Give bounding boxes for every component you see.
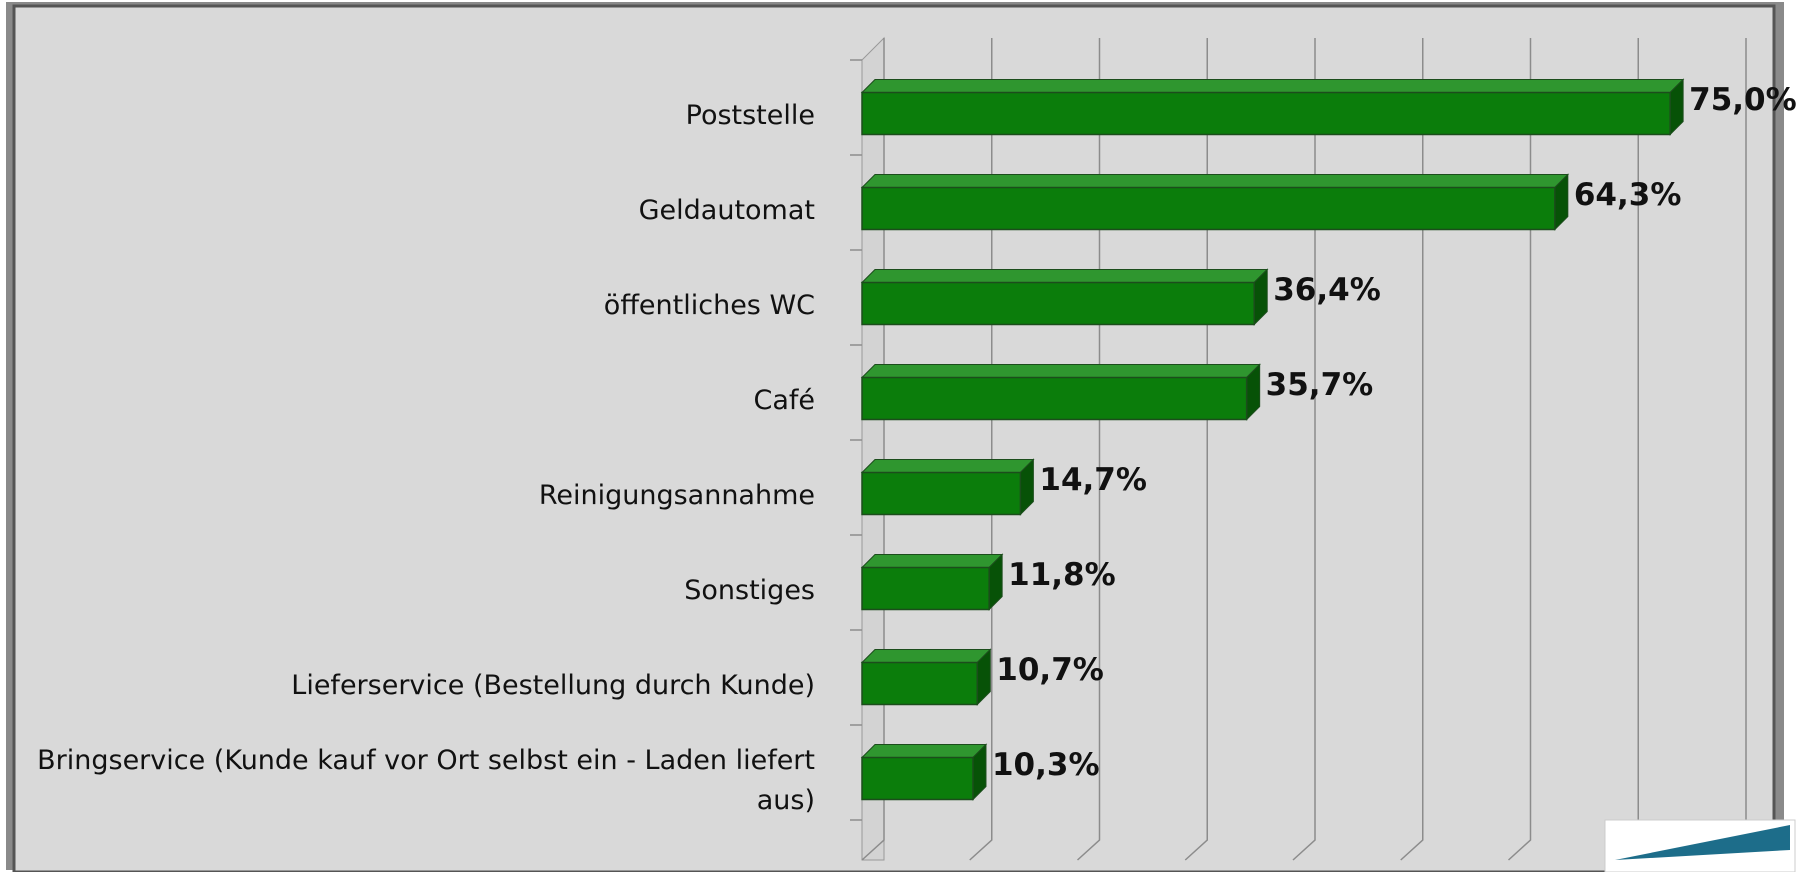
plot-panel: [12, 4, 1776, 872]
back-wall: [861, 36, 885, 861]
bar-top: [860, 649, 992, 663]
bar: [860, 78, 1685, 136]
bar: [860, 268, 1269, 326]
bar-front: [861, 376, 1248, 421]
bar-top: [860, 459, 1035, 473]
category-label: Geldautomat: [638, 194, 815, 226]
bar-top: [860, 554, 1004, 568]
bar-top: [860, 744, 988, 758]
value-label: 10,7%: [996, 652, 1104, 688]
category-label: Poststelle: [685, 99, 815, 131]
bar: [860, 458, 1035, 516]
bar-front: [861, 186, 1556, 231]
bar-top: [860, 364, 1261, 378]
grid-line: [1400, 38, 1424, 861]
grid-line: [1292, 38, 1316, 861]
logo: [1604, 819, 1796, 872]
bar-front: [861, 281, 1255, 326]
category-label: öffentliches WC: [603, 289, 815, 321]
bar: [860, 743, 988, 801]
bar-front: [861, 566, 990, 611]
bar-front: [861, 471, 1022, 516]
category-label: Reinigungsannahme: [538, 479, 815, 511]
value-label: 75,0%: [1689, 82, 1797, 118]
bar-top: [860, 269, 1269, 283]
category-label: Sonstiges: [684, 574, 815, 606]
bar: [860, 173, 1570, 231]
category-label: Bringservice (Kunde kauf vor Ort selbst …: [37, 744, 815, 816]
bar: [860, 553, 1004, 611]
bar-front: [861, 91, 1671, 136]
value-label: 35,7%: [1266, 367, 1374, 403]
value-label: 64,3%: [1574, 177, 1682, 213]
category-label: Café: [753, 384, 815, 416]
bar-top: [860, 79, 1685, 93]
value-label: 14,7%: [1039, 462, 1147, 498]
value-label: 10,3%: [992, 747, 1100, 783]
bar: [860, 648, 992, 706]
category-label: Lieferservice (Bestellung durch Kunde): [291, 669, 815, 701]
bar-front: [861, 661, 979, 706]
bar-front: [861, 756, 974, 801]
value-label: 11,8%: [1008, 557, 1116, 593]
bar: [860, 363, 1261, 421]
bar-top: [860, 174, 1570, 188]
value-label: 36,4%: [1273, 272, 1381, 308]
grid-line: [1507, 38, 1532, 861]
